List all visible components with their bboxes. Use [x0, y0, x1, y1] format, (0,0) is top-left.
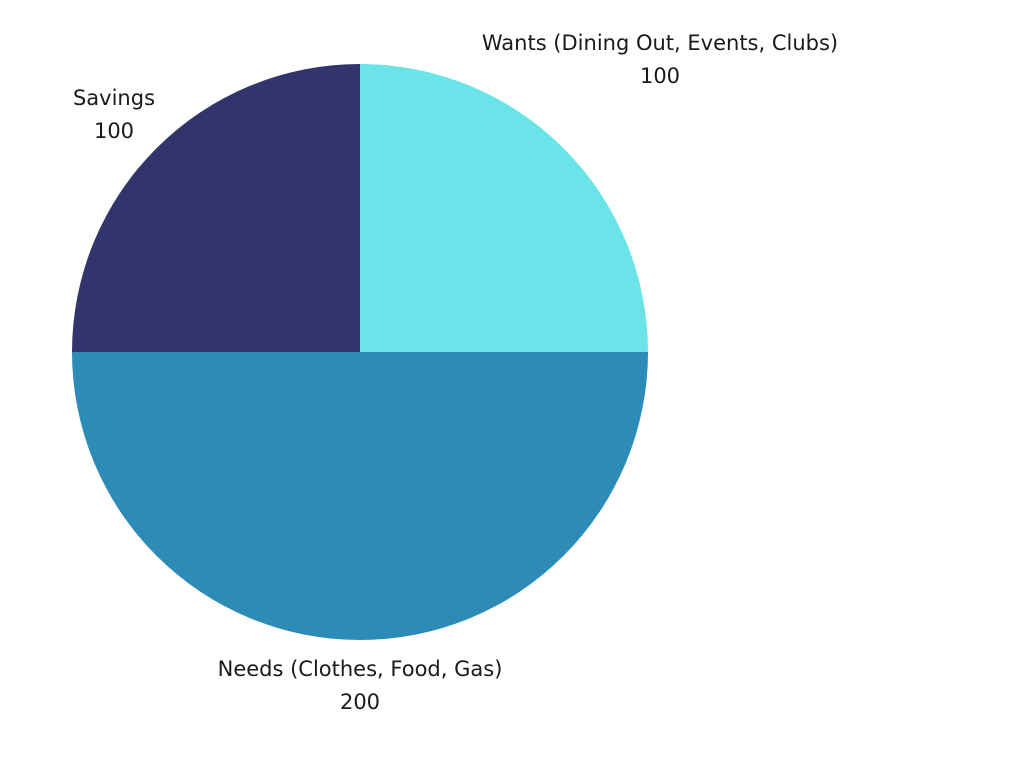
pie-slice-1 [72, 352, 648, 640]
slice-value-2: 100 [94, 119, 134, 143]
slice-label-0: Wants (Dining Out, Events, Clubs) [482, 31, 838, 55]
pie-slice-0 [360, 64, 648, 352]
slice-value-0: 100 [640, 64, 680, 88]
slice-label-2: Savings [73, 86, 155, 110]
slice-value-1: 200 [340, 690, 380, 714]
slice-label-1: Needs (Clothes, Food, Gas) [218, 657, 503, 681]
labels-layer: Wants (Dining Out, Events, Clubs) 100 Need… [73, 31, 838, 714]
pie-slice-2 [72, 64, 360, 352]
slices-layer [72, 64, 648, 640]
